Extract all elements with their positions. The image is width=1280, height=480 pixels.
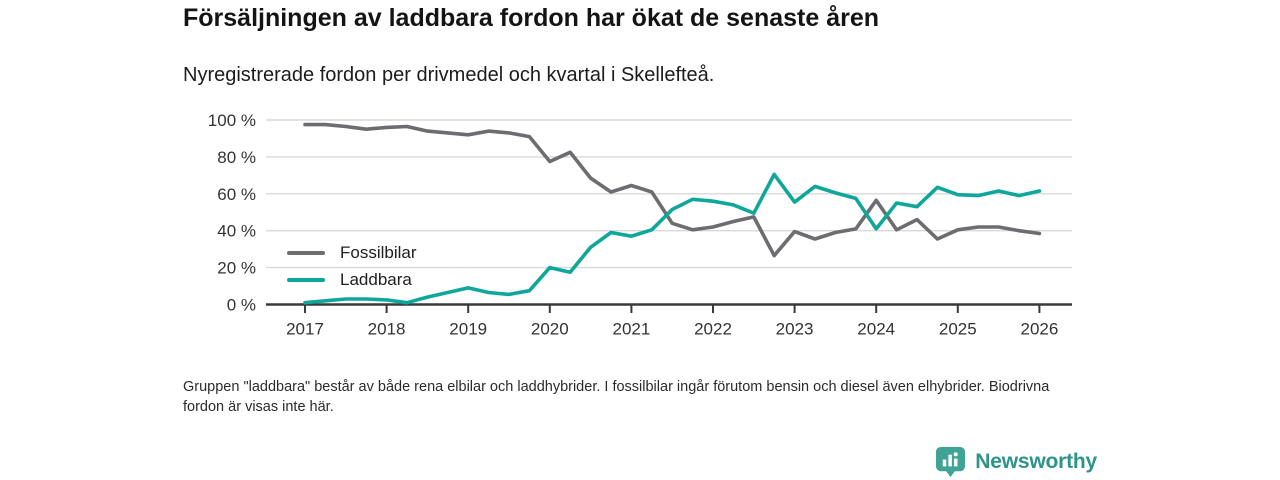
x-axis-tick-label: 2021: [612, 320, 650, 339]
x-axis-tick-label: 2026: [1020, 320, 1058, 339]
x-axis-tick-label: 2020: [531, 320, 569, 339]
y-axis-tick-label: 60 %: [217, 185, 256, 204]
x-axis-tick-label: 2019: [449, 320, 487, 339]
chart-subtitle: Nyregistrerade fordon per drivmedel och …: [183, 64, 715, 86]
x-axis-tick-label: 2017: [286, 320, 324, 339]
laddbara-line-swatch-icon: [287, 277, 325, 282]
bar-chart-pin-icon: [936, 446, 966, 478]
y-axis-tick-label: 20 %: [217, 259, 256, 278]
y-axis-tick-label: 0 %: [227, 296, 256, 315]
x-axis-tick-label: 2023: [776, 320, 814, 339]
chart-title: Försäljningen av laddbara fordon har öka…: [183, 4, 880, 32]
legend-label-fossilbilar: Fossilbilar: [340, 242, 417, 262]
x-axis-tick-label: 2018: [368, 320, 406, 339]
y-axis-tick-label: 80 %: [217, 148, 256, 167]
chart-legend: Fossilbilar Laddbara: [287, 239, 417, 293]
fossilbilar-line-swatch-icon: [287, 250, 325, 255]
y-axis-tick-label: 100 %: [208, 111, 256, 130]
y-axis-tick-label: 40 %: [217, 222, 256, 241]
fossilbilar-line: [303, 122, 1042, 258]
legend-label-laddbara: Laddbara: [340, 269, 412, 289]
x-axis-tick-label: 2024: [857, 320, 895, 339]
chart-footnote: Gruppen "laddbara" består av både rena e…: [183, 379, 1050, 415]
x-axis-tick-label: 2022: [694, 320, 732, 339]
laddbara-line: [303, 172, 1042, 305]
newsworthy-logo: Newsworthy: [935, 446, 1097, 478]
legend-item-laddbara: Laddbara: [287, 266, 417, 293]
legend-item-fossilbilar: Fossilbilar: [287, 239, 417, 266]
newsworthy-wordmark: Newsworthy: [975, 450, 1097, 473]
x-axis-tick-label: 2025: [939, 320, 977, 339]
